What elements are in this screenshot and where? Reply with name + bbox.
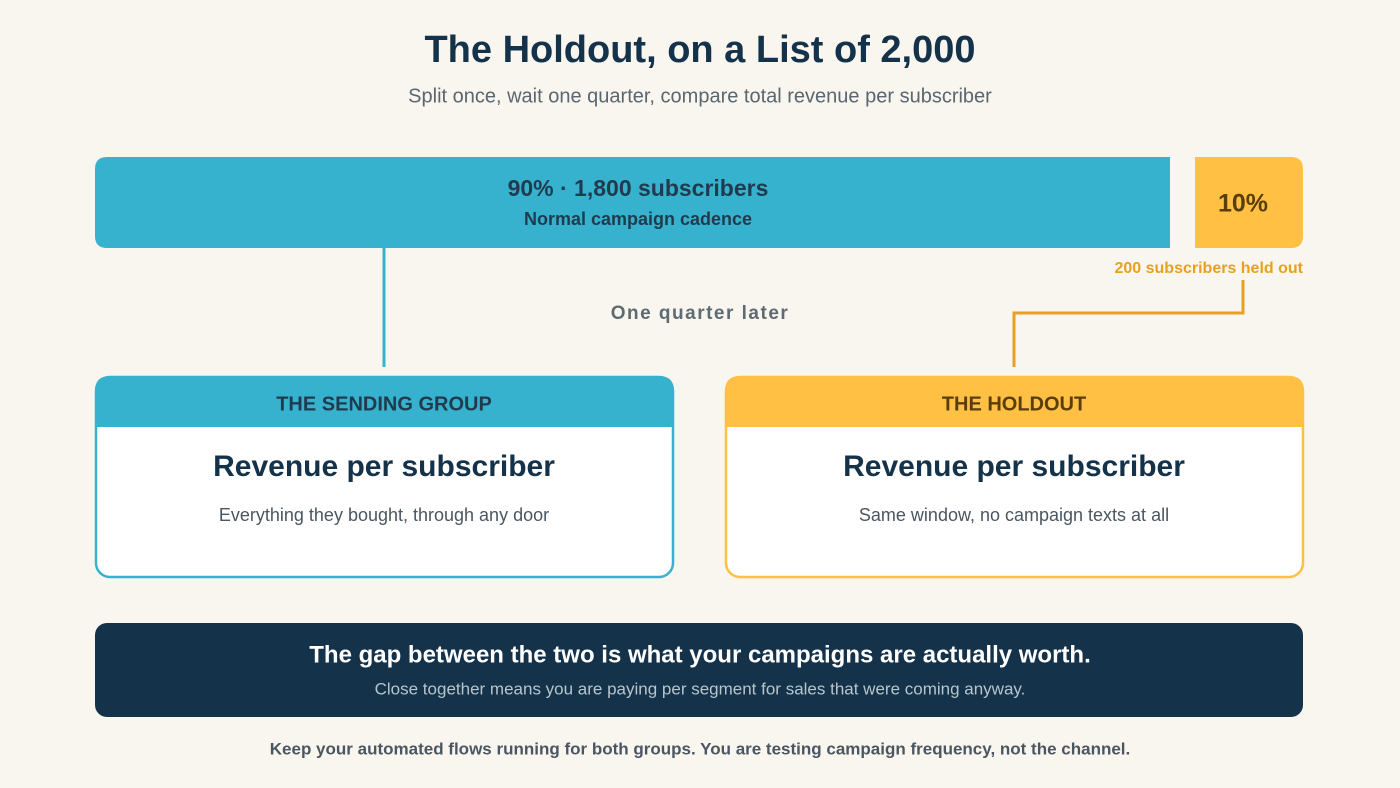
card-header-text: THE SENDING GROUP [276,393,492,415]
card-header [95,376,674,427]
main-group-caption: Normal campaign cadence [524,209,752,229]
callout-box [95,623,1303,717]
card-header [725,376,1304,427]
timing-label: One quarter later [611,303,790,324]
card-text: Same window, no campaign texts at all [859,505,1169,525]
card-header-text: THE HOLDOUT [942,393,1086,415]
card: THE HOLDOUT Revenue per subscriber Same … [724,375,1305,579]
callout-title: The gap between the two is what your cam… [309,641,1091,668]
holdout-label: 10% [1218,190,1268,218]
subtitle: Split once, wait one quarter, compare to… [408,85,992,107]
main-group-label: 90% · 1,800 subscribers [508,175,769,201]
holdout-caption: 200 subscribers held out [1114,260,1303,277]
callout-text: Close together means you are paying per … [375,679,1026,698]
card-title: Revenue per subscriber [213,450,555,483]
holdout-bar [1195,157,1303,248]
footer-note: Keep your automated flows running for bo… [270,739,1130,758]
card-title: Revenue per subscriber [843,450,1185,483]
card-text: Everything they bought, through any door [219,505,549,525]
card: THE SENDING GROUP Revenue per subscriber… [94,375,675,579]
main-group-bar [95,157,1170,248]
title: The Holdout, on a List of 2,000 [424,29,975,71]
connector [1012,280,1245,367]
